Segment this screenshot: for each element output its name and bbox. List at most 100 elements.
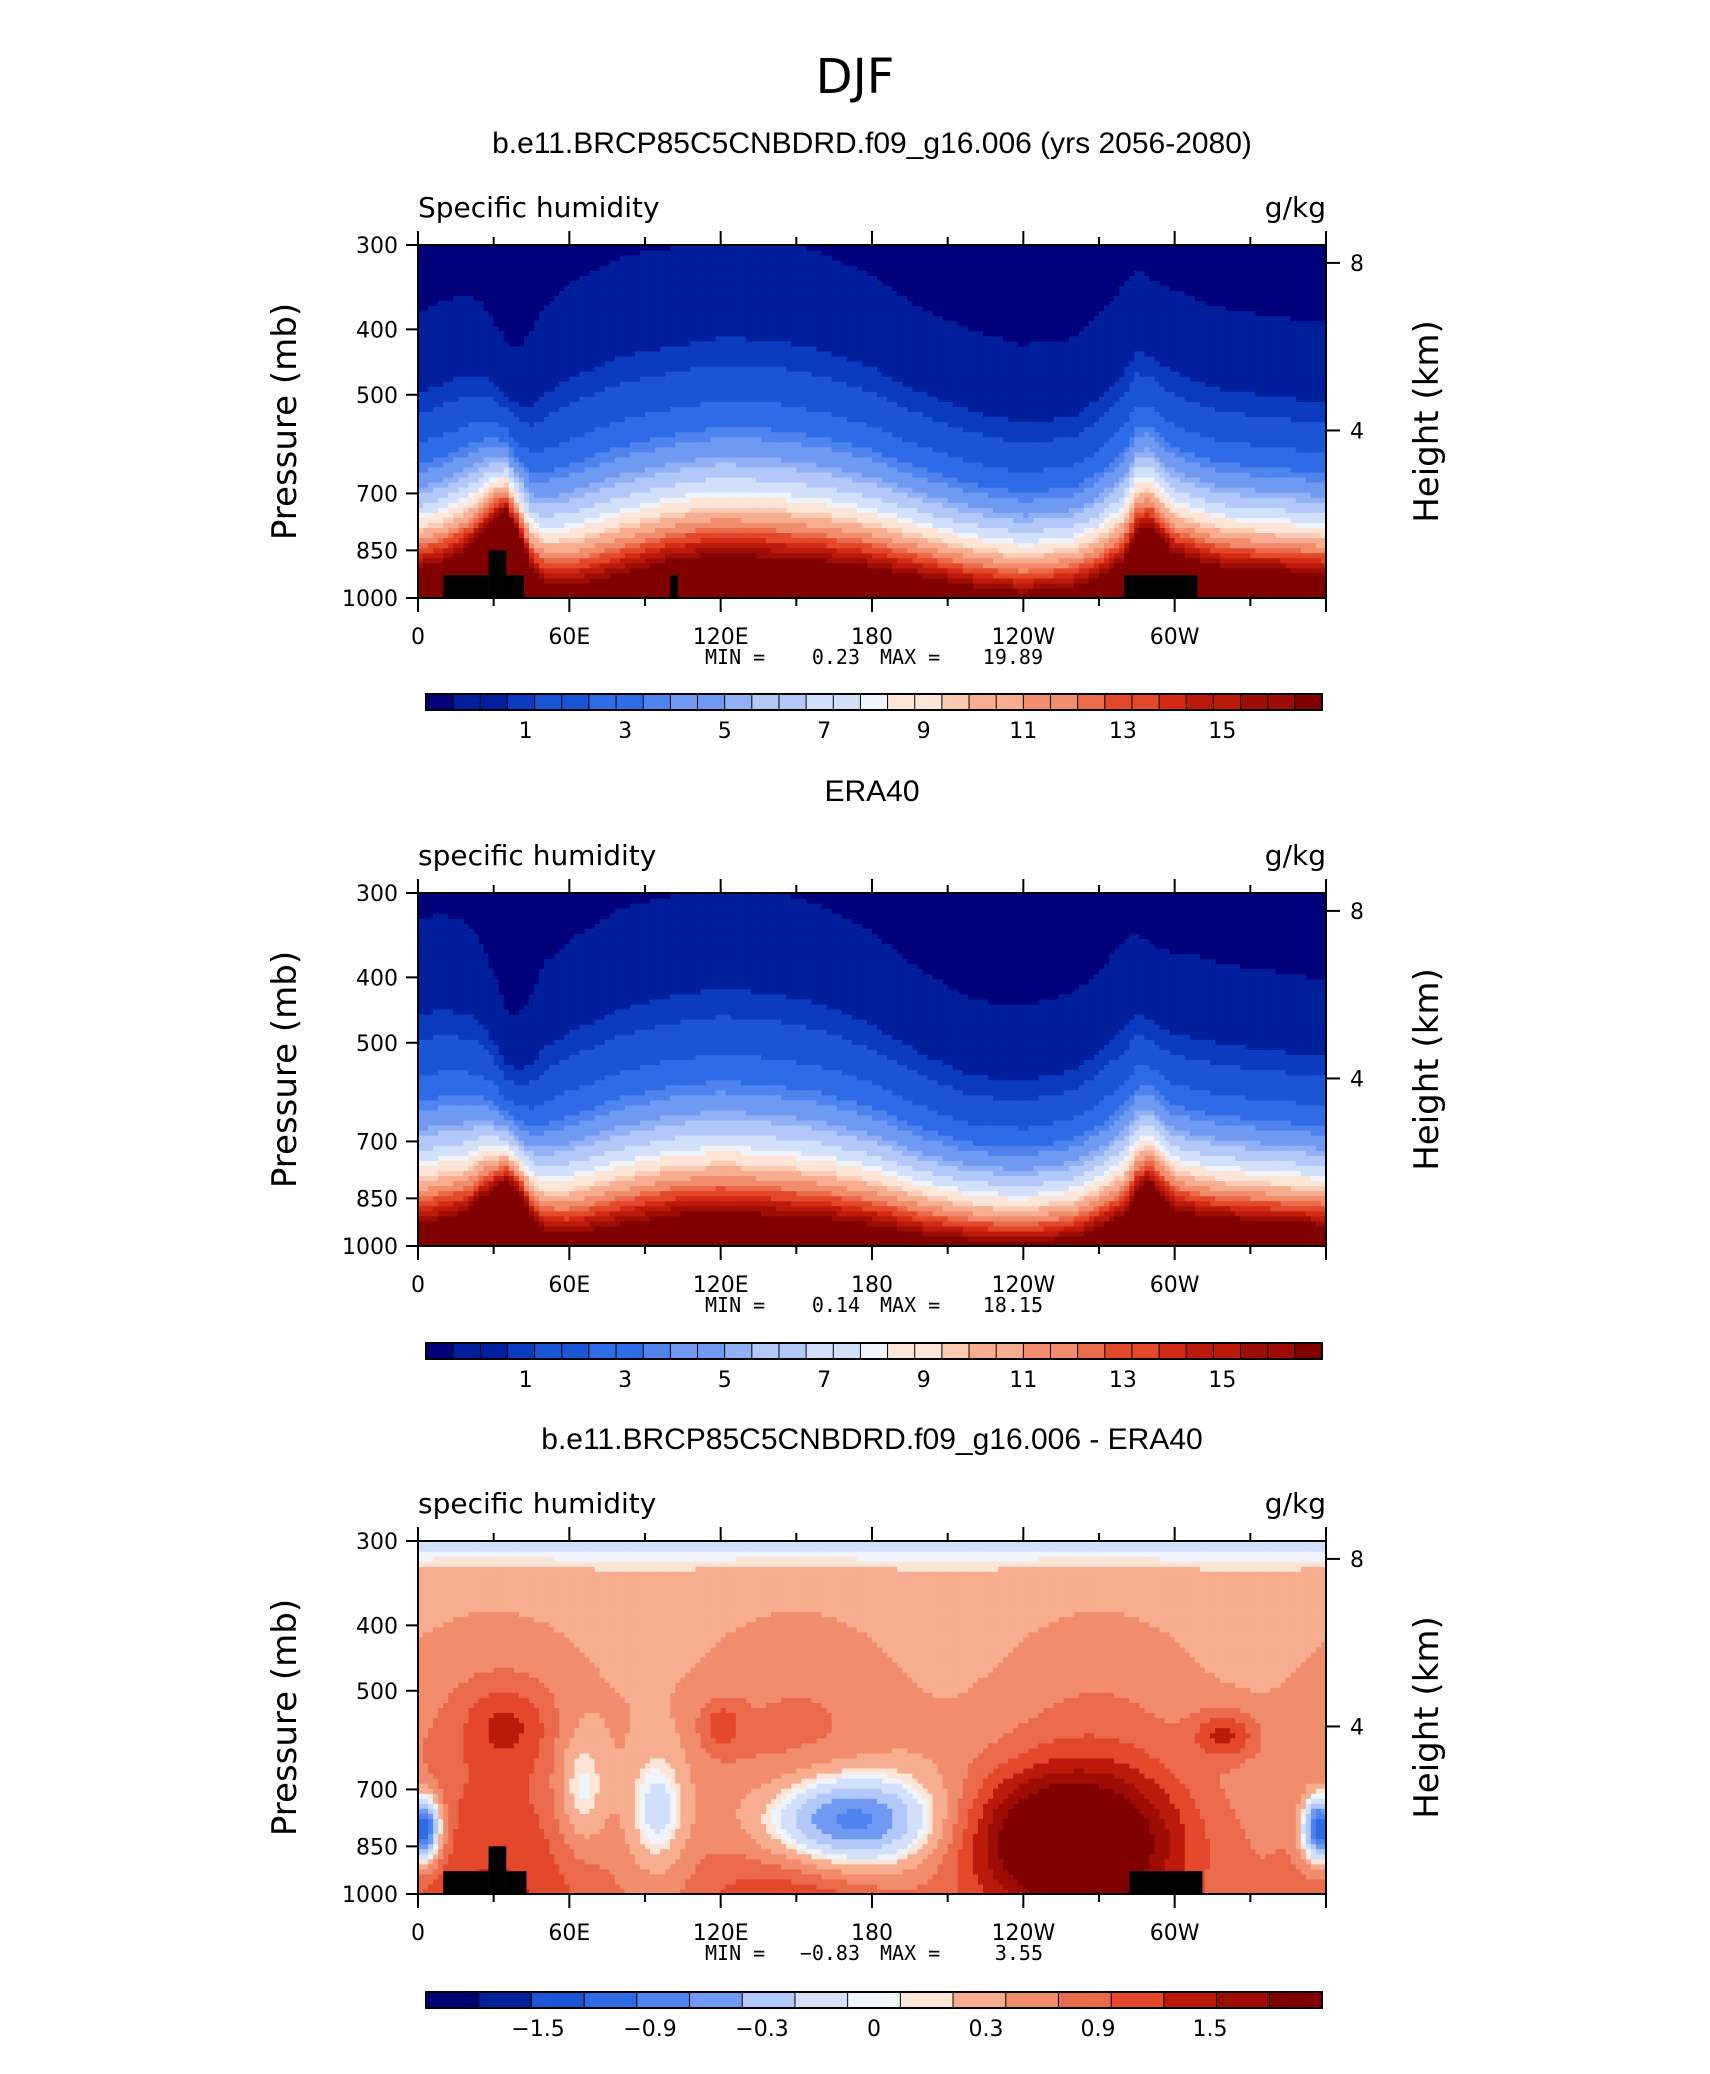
- heatmap-cell: [514, 537, 520, 543]
- heatmap-cell: [771, 517, 777, 523]
- heatmap-cell: [771, 548, 777, 554]
- heatmap-cell: [655, 568, 661, 574]
- heatmap-cell: [564, 583, 570, 589]
- heatmap-cell: [1074, 543, 1080, 549]
- heatmap-cell: [1033, 472, 1039, 478]
- heatmap-cell: [1306, 517, 1312, 523]
- heatmap-cell: [897, 482, 903, 488]
- heatmap-cell: [912, 517, 918, 523]
- heatmap-cell: [801, 497, 807, 503]
- heatmap-cell: [1028, 543, 1034, 549]
- heatmap-cell: [529, 482, 535, 488]
- heatmap-cell: [625, 532, 631, 538]
- heatmap-cell: [423, 548, 429, 554]
- heatmap-cell: [1180, 563, 1186, 569]
- heatmap-cell: [1099, 507, 1105, 513]
- heatmap-cell: [746, 487, 752, 493]
- heatmap-cell: [998, 492, 1004, 498]
- heatmap-cell: [726, 568, 732, 574]
- heatmap-cell: [1301, 537, 1307, 543]
- heatmap-cell: [922, 578, 928, 584]
- heatmap-cell: [473, 532, 479, 538]
- heatmap-cell: [1003, 583, 1009, 589]
- heatmap-cell: [1003, 467, 1009, 473]
- heatmap-cell: [1185, 568, 1191, 574]
- heatmap-cell: [1311, 512, 1317, 518]
- heatmap-cell: [983, 497, 989, 503]
- heatmap-cell: [1240, 558, 1246, 564]
- heatmap-cell: [1109, 482, 1115, 488]
- heatmap-cell: [882, 467, 888, 473]
- heatmap-cell: [1175, 568, 1181, 574]
- heatmap-cell: [1205, 467, 1211, 473]
- heatmap-cell: [852, 583, 858, 589]
- heatmap-cell: [443, 467, 449, 473]
- heatmap-cell: [1114, 487, 1120, 493]
- heatmap-cell: [569, 477, 575, 483]
- heatmap-cell: [711, 497, 717, 503]
- heatmap-cell: [1069, 563, 1075, 569]
- heatmap-cell: [549, 583, 555, 589]
- heatmap-cell: [605, 563, 611, 569]
- heatmap-cell: [463, 532, 469, 538]
- heatmap-cell: [1099, 502, 1105, 508]
- heatmap-cell: [751, 537, 757, 543]
- heatmap-cell: [1230, 568, 1236, 574]
- heatmap-cell: [534, 482, 540, 488]
- heatmap-cell: [700, 583, 706, 589]
- heatmap-cell: [1079, 492, 1085, 498]
- heatmap-cell: [489, 507, 495, 513]
- heatmap-cell: [1185, 543, 1191, 549]
- heatmap-cell: [872, 522, 878, 528]
- heatmap-cell: [1170, 532, 1176, 538]
- heatmap-cell: [1119, 588, 1125, 594]
- heatmap-cell: [529, 527, 535, 533]
- heatmap-cell: [1023, 507, 1029, 513]
- heatmap-cell: [610, 548, 616, 554]
- heatmap-cell: [1134, 517, 1140, 523]
- heatmap-cell: [1195, 487, 1201, 493]
- heatmap-cell: [1286, 558, 1292, 564]
- heatmap-cell: [453, 512, 459, 518]
- heatmap-cell: [786, 477, 792, 483]
- heatmap-cell: [1250, 522, 1256, 528]
- heatmap-cell: [1306, 482, 1312, 488]
- heatmap-cell: [473, 548, 479, 554]
- heatmap-cell: [1316, 502, 1322, 508]
- heatmap-cell: [564, 532, 570, 538]
- heatmap-cell: [605, 512, 611, 518]
- heatmap-cell: [958, 563, 964, 569]
- heatmap-cell: [574, 517, 580, 523]
- heatmap-cell: [463, 512, 469, 518]
- heatmap-cell: [1109, 558, 1115, 564]
- heatmap-cell: [756, 492, 762, 498]
- heatmap-cell: [766, 583, 772, 589]
- heatmap-cell: [423, 497, 429, 503]
- heatmap-cell: [1033, 588, 1039, 594]
- heatmap-cell: [438, 482, 444, 488]
- heatmap-cell: [635, 532, 641, 538]
- heatmap-cell: [1059, 588, 1065, 594]
- heatmap-cell: [978, 553, 984, 559]
- heatmap-cell: [1109, 497, 1115, 503]
- heatmap-cell: [494, 507, 500, 513]
- heatmap-cell: [695, 548, 701, 554]
- heatmap-cell: [564, 487, 570, 493]
- heatmap-cell: [1220, 573, 1226, 579]
- heatmap-cell: [1149, 568, 1155, 574]
- heatmap-cell: [1003, 568, 1009, 574]
- heatmap-cell: [927, 573, 933, 579]
- heatmap-cell: [564, 517, 570, 523]
- heatmap-cell: [549, 517, 555, 523]
- heatmap-cell: [1225, 563, 1231, 569]
- heatmap-cell: [1099, 553, 1105, 559]
- heatmap-cell: [1134, 487, 1140, 493]
- heatmap-cell: [1250, 527, 1256, 533]
- heatmap-cell: [1119, 517, 1125, 523]
- heatmap-cell: [716, 467, 722, 473]
- heatmap-cell: [554, 537, 560, 543]
- heatmap-cell: [579, 482, 585, 488]
- heatmap-cell: [796, 472, 802, 478]
- heatmap-cell: [1033, 553, 1039, 559]
- heatmap-cell: [1245, 548, 1251, 554]
